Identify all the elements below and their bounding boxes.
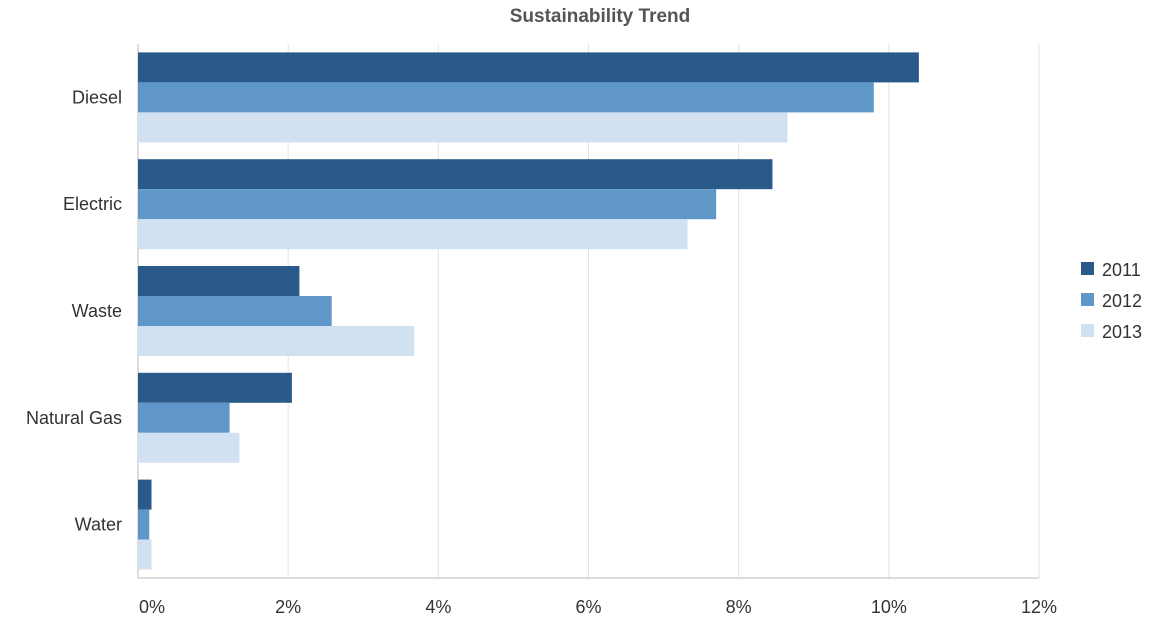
category-label: Diesel (72, 87, 122, 107)
bar-waste-2012 (138, 296, 332, 326)
bar-water-2012 (138, 509, 150, 540)
bar-electric-2011 (138, 159, 773, 190)
bar-water-2011 (138, 479, 152, 510)
x-tick-label: 6% (575, 597, 601, 617)
x-tick-label: 4% (425, 597, 451, 617)
x-tick-label: 2% (275, 597, 301, 617)
chart-title: Sustainability Trend (509, 6, 691, 27)
category-label: Water (75, 515, 122, 535)
bar-diesel-2012 (138, 82, 874, 113)
bar-natural-gas-2011 (138, 372, 292, 403)
bar-electric-2013 (138, 219, 688, 250)
legend-label-2011: 2011 (1102, 260, 1141, 280)
bar-diesel-2013 (138, 112, 788, 143)
legend-swatch-2012 (1081, 293, 1094, 306)
x-tick-label: 12% (1021, 597, 1057, 617)
bar-waste-2013 (138, 326, 415, 356)
legend-swatch-2011 (1081, 262, 1094, 275)
x-tick-label: 0% (139, 597, 165, 617)
legend-label-2012: 2012 (1102, 291, 1142, 311)
legend-label-2013: 2013 (1102, 322, 1142, 342)
bar-waste-2011 (138, 266, 300, 296)
bar-electric-2012 (138, 189, 717, 220)
bar-diesel-2011 (138, 52, 919, 83)
x-tick-label: 8% (726, 597, 752, 617)
bar-natural-gas-2012 (138, 402, 230, 433)
bar-natural-gas-2013 (138, 432, 240, 463)
bar-water-2013 (138, 539, 152, 570)
category-label: Electric (63, 194, 122, 214)
legend-swatch-2013 (1081, 324, 1094, 337)
category-label: Waste (72, 301, 122, 321)
x-tick-label: 10% (871, 597, 907, 617)
category-label: Natural Gas (26, 408, 122, 428)
